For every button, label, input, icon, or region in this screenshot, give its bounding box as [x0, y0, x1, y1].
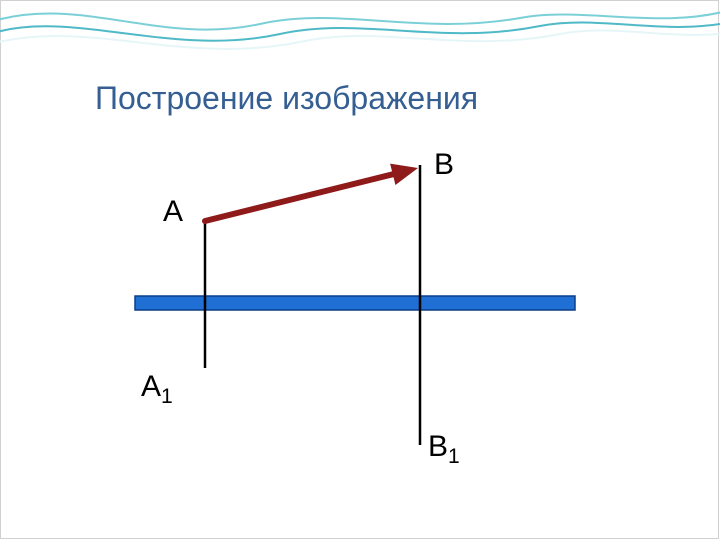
mirror-bar: [135, 296, 575, 310]
label-a: A: [163, 195, 183, 229]
vector-arrow: [205, 164, 418, 221]
label-b: B: [434, 148, 454, 182]
diagram-svg: [0, 0, 720, 540]
label-a1: A1: [141, 370, 173, 404]
label-b1: B1: [428, 430, 460, 464]
slide-stage: Построение изображения A B A1 B1: [0, 0, 720, 540]
